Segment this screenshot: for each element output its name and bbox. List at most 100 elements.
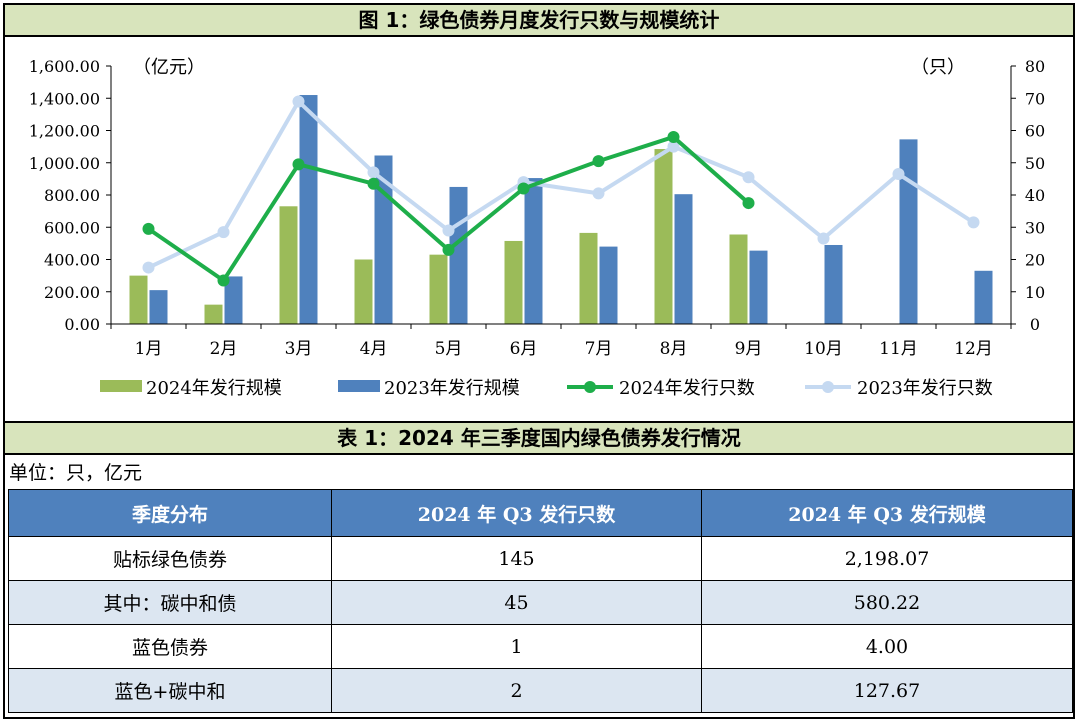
legend-swatch (100, 380, 142, 392)
legend-label: 2023年发行只数 (857, 378, 993, 399)
line-point (742, 171, 755, 184)
table-row: 蓝色+碳中和 2 127.67 (8, 668, 1073, 713)
bar (579, 232, 598, 324)
line-point (442, 224, 455, 237)
y-left-tick-label: 1,000.00 (29, 154, 100, 173)
row-count: 145 (331, 536, 702, 581)
line-point (517, 182, 530, 195)
col-header-count: 2024 年 Q3 发行只数 (331, 489, 702, 537)
bar (899, 139, 918, 324)
table-header-row: 季度分布 2024 年 Q3 发行只数 2024 年 Q3 发行规模 (8, 489, 1073, 537)
table-row: 蓝色债券 1 4.00 (8, 624, 1073, 669)
bar (654, 149, 673, 324)
row-count: 1 (331, 624, 702, 669)
table-title: 表 1：2024 年三季度国内绿色债券发行情况 (3, 421, 1075, 455)
line-point (142, 222, 155, 235)
line-point (142, 261, 155, 274)
col-header-distribution: 季度分布 (8, 489, 332, 537)
x-tick-label: 2月 (210, 339, 238, 359)
y-right-tick-label: 40 (1025, 186, 1045, 205)
y-right-unit-label: （只） (911, 57, 965, 78)
bar (204, 304, 223, 324)
row-label: 其中：碳中和债 (8, 580, 332, 625)
y-left-tick-label: 1,400.00 (29, 89, 100, 108)
table-row: 其中：碳中和债 45 580.22 (8, 580, 1073, 625)
bar (224, 276, 243, 324)
line-point (442, 243, 455, 256)
bar (449, 186, 468, 324)
y-left-tick-label: 1,200.00 (29, 122, 100, 141)
legend-layer: 2024年发行规模 2023年发行规模 2024年发行只数 2023年发行只数 (100, 378, 993, 399)
y-left-unit-label: （亿元） (133, 57, 205, 78)
y-left-tick-label: 1,600.00 (29, 57, 100, 76)
bar (429, 254, 448, 324)
legend-swatch-marker (584, 381, 596, 393)
line-point (367, 166, 380, 179)
chart-title: 图 1：绿色债券月度发行只数与规模统计 (3, 3, 1075, 37)
bar (504, 240, 523, 324)
line-point (817, 232, 830, 245)
y-right-tick-label: 80 (1025, 57, 1045, 76)
line-point (742, 197, 755, 210)
line-point (292, 158, 305, 171)
y-right-tick-label: 20 (1025, 251, 1045, 270)
y-right-tick-label: 30 (1025, 218, 1045, 237)
line-point (667, 130, 680, 143)
x-tick-label: 1月 (135, 339, 163, 359)
data-table: 季度分布 2024 年 Q3 发行只数 2024 年 Q3 发行规模 贴标绿色债… (8, 489, 1073, 713)
bar (729, 234, 748, 324)
bar (524, 178, 543, 324)
bar (129, 275, 148, 324)
x-tick-label: 9月 (735, 339, 763, 359)
legend-swatch-marker (822, 381, 834, 393)
series-line (147, 99, 975, 270)
bar (824, 244, 843, 324)
row-label: 蓝色债券 (8, 624, 332, 669)
y-left-tick-label: 0.00 (64, 315, 100, 334)
x-tick-label: 11月 (879, 339, 918, 359)
bar (149, 290, 168, 324)
chart-area: 0.00 200.00 400.00 600.00 800.00 1,000.00 1,20… (29, 57, 1045, 399)
bar (299, 95, 318, 325)
y-left-tick-label: 800.00 (44, 186, 100, 205)
x-tick-label: 4月 (360, 339, 388, 359)
line-point (217, 226, 230, 239)
row-scale: 4.00 (701, 624, 1073, 669)
y-left-tick-label: 400.00 (44, 251, 100, 270)
y-right-tick-label: 70 (1025, 89, 1045, 108)
y-right-tick-label: 0 (1030, 315, 1040, 334)
row-label: 蓝色+碳中和 (8, 668, 332, 713)
row-count: 45 (331, 580, 702, 625)
bar (599, 246, 618, 324)
bar (674, 194, 693, 324)
unit-label: 单位：只，亿元 (9, 462, 143, 484)
lines-layer (142, 95, 980, 287)
legend-label: 2023年发行规模 (384, 378, 520, 399)
y-right-tick-label: 60 (1025, 122, 1045, 141)
row-scale: 580.22 (701, 580, 1073, 625)
x-tick-label: 7月 (585, 339, 613, 359)
col-header-scale: 2024 年 Q3 发行规模 (701, 489, 1073, 537)
x-tick-label: 3月 (285, 339, 313, 359)
bars-layer (129, 95, 993, 325)
y-left-tick-label: 200.00 (44, 283, 100, 302)
table-row: 贴标绿色债券 145 2,198.07 (8, 536, 1073, 581)
line-point (217, 274, 230, 287)
legend-swatch (338, 380, 380, 392)
line-point (892, 168, 905, 181)
bar (974, 270, 993, 324)
bar (354, 259, 373, 324)
row-count: 2 (331, 668, 702, 713)
line-point (592, 155, 605, 168)
line-point (592, 187, 605, 200)
x-tick-label: 6月 (510, 339, 538, 359)
y-right-tick-label: 50 (1025, 154, 1045, 173)
legend-label: 2024年发行只数 (619, 378, 755, 399)
legend-label: 2024年发行规模 (146, 378, 282, 399)
x-tick-label: 5月 (435, 339, 463, 359)
axes-layer (106, 65, 1016, 329)
line-point (367, 177, 380, 190)
row-scale: 127.67 (701, 668, 1073, 713)
bar (749, 250, 768, 324)
x-tick-label: 12月 (954, 339, 993, 359)
